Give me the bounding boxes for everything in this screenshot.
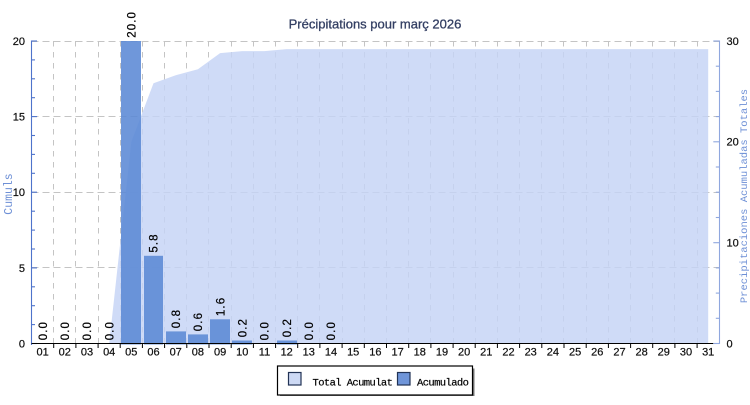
svg-text:Total Acumulat: Total Acumulat bbox=[313, 378, 393, 390]
svg-text:0.0: 0.0 bbox=[38, 321, 50, 340]
svg-text:0.0: 0.0 bbox=[260, 321, 272, 340]
svg-text:0: 0 bbox=[727, 338, 733, 350]
svg-text:07: 07 bbox=[170, 347, 182, 359]
svg-text:14: 14 bbox=[325, 347, 337, 359]
svg-text:Precipitaciones Acumuladas Tot: Precipitaciones Acumuladas Totales bbox=[739, 89, 750, 303]
svg-text:Précipitations pour març 2026: Précipitations pour març 2026 bbox=[289, 17, 462, 32]
svg-text:0.0: 0.0 bbox=[60, 321, 72, 340]
svg-text:10: 10 bbox=[727, 238, 739, 250]
svg-text:01: 01 bbox=[36, 347, 48, 359]
svg-text:5.8: 5.8 bbox=[149, 233, 161, 252]
svg-text:20.0: 20.0 bbox=[127, 11, 139, 38]
svg-text:25: 25 bbox=[569, 347, 581, 359]
svg-text:Cumuls: Cumuls bbox=[3, 173, 16, 214]
svg-text:0.0: 0.0 bbox=[326, 321, 338, 340]
svg-text:29: 29 bbox=[658, 347, 670, 359]
svg-text:0.2: 0.2 bbox=[238, 318, 250, 337]
svg-text:20: 20 bbox=[727, 137, 739, 149]
svg-text:06: 06 bbox=[147, 347, 159, 359]
svg-text:15: 15 bbox=[13, 112, 25, 124]
svg-text:0.0: 0.0 bbox=[82, 321, 94, 340]
svg-text:22: 22 bbox=[502, 347, 514, 359]
svg-text:0.2: 0.2 bbox=[282, 318, 294, 337]
svg-text:16: 16 bbox=[369, 347, 381, 359]
svg-text:26: 26 bbox=[591, 347, 603, 359]
svg-text:09: 09 bbox=[214, 347, 226, 359]
svg-text:05: 05 bbox=[125, 347, 137, 359]
svg-text:0.8: 0.8 bbox=[171, 309, 183, 328]
svg-text:04: 04 bbox=[103, 347, 115, 359]
svg-text:17: 17 bbox=[391, 347, 403, 359]
svg-text:13: 13 bbox=[303, 347, 315, 359]
svg-text:15: 15 bbox=[347, 347, 359, 359]
svg-text:10: 10 bbox=[13, 187, 25, 199]
svg-text:08: 08 bbox=[192, 347, 204, 359]
svg-text:03: 03 bbox=[81, 347, 93, 359]
svg-text:Acumulado: Acumulado bbox=[417, 378, 469, 390]
svg-text:19: 19 bbox=[436, 347, 448, 359]
svg-text:1.6: 1.6 bbox=[215, 297, 227, 316]
svg-text:0.0: 0.0 bbox=[304, 321, 316, 340]
svg-text:0: 0 bbox=[19, 338, 25, 350]
svg-text:24: 24 bbox=[547, 347, 559, 359]
svg-text:11: 11 bbox=[259, 347, 270, 359]
svg-text:20: 20 bbox=[458, 347, 470, 359]
svg-text:10: 10 bbox=[236, 347, 248, 359]
svg-text:5: 5 bbox=[19, 263, 25, 275]
svg-text:31: 31 bbox=[702, 347, 714, 359]
svg-text:23: 23 bbox=[525, 347, 537, 359]
svg-text:30: 30 bbox=[727, 36, 739, 48]
svg-text:0.6: 0.6 bbox=[193, 312, 205, 331]
svg-text:21: 21 bbox=[480, 347, 492, 359]
svg-text:02: 02 bbox=[59, 347, 71, 359]
svg-text:0.0: 0.0 bbox=[104, 321, 116, 340]
svg-text:30: 30 bbox=[680, 347, 692, 359]
svg-text:12: 12 bbox=[281, 347, 293, 359]
svg-text:18: 18 bbox=[414, 347, 426, 359]
svg-text:20: 20 bbox=[13, 36, 25, 48]
svg-text:28: 28 bbox=[635, 347, 647, 359]
svg-text:27: 27 bbox=[613, 347, 625, 359]
